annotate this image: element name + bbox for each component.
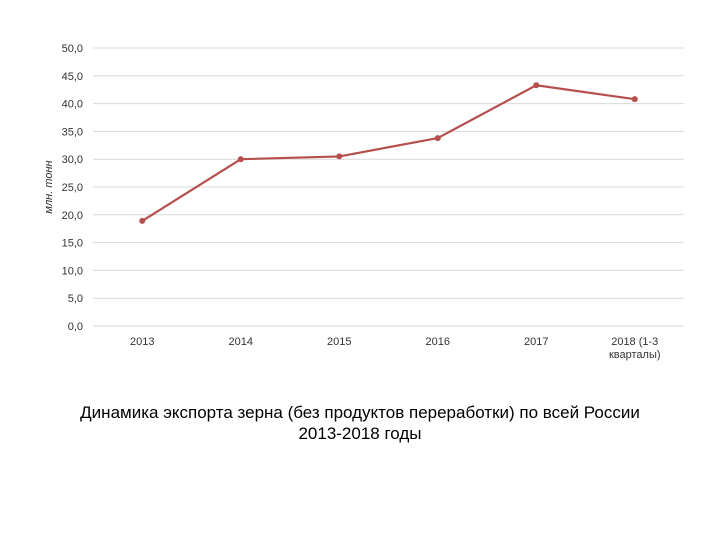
x-tick-label: 2018 (1-3 кварталы) bbox=[609, 336, 661, 361]
caption-line-1: Динамика экспорта зерна (без продуктов п… bbox=[80, 403, 640, 422]
x-axis-tick-labels: 2013 2014 2015 2016 2017 2018 (1-3 кварталы) bbox=[130, 336, 661, 361]
y-axis-tick-labels: 0,0 5,0 10,0 15,0 20,0 25,0 30,0 35,0 40,0 45,0 50… bbox=[62, 43, 83, 333]
y-tick-label: 40,0 bbox=[62, 99, 83, 111]
y-tick-label: 0,0 bbox=[68, 321, 83, 333]
line-chart: 0,0 5,0 10,0 15,0 20,0 25,0 30,0 35,0 40,0 45,0 50… bbox=[43, 43, 684, 361]
y-tick-label: 20,0 bbox=[62, 210, 83, 222]
x-tick-label: 2017 bbox=[524, 336, 548, 348]
data-point bbox=[533, 82, 540, 89]
series-line bbox=[139, 82, 638, 224]
gridlines bbox=[93, 47, 684, 327]
data-point bbox=[631, 96, 638, 103]
data-point bbox=[434, 135, 441, 142]
caption-line-2: 2013-2018 годы bbox=[298, 424, 422, 443]
y-tick-label: 10,0 bbox=[62, 265, 83, 277]
y-tick-label: 30,0 bbox=[62, 154, 83, 166]
data-point bbox=[139, 217, 146, 224]
x-tick-label: 2013 bbox=[130, 336, 154, 348]
x-tick-label: 2014 bbox=[229, 336, 253, 348]
series-line-path bbox=[141, 84, 635, 222]
data-point bbox=[237, 156, 244, 163]
y-tick-label: 45,0 bbox=[62, 71, 83, 83]
data-point bbox=[336, 153, 343, 160]
x-tick-label: 2016 bbox=[426, 336, 450, 348]
x-tick-label: 2015 bbox=[327, 336, 351, 348]
y-axis-label: млн. тонн bbox=[43, 160, 55, 213]
y-tick-label: 25,0 bbox=[62, 182, 83, 194]
y-tick-label: 5,0 bbox=[68, 293, 83, 305]
y-tick-label: 35,0 bbox=[62, 126, 83, 138]
y-tick-label: 50,0 bbox=[62, 43, 83, 55]
y-tick-label: 15,0 bbox=[62, 238, 83, 250]
chart-caption: Динамика экспорта зерна (без продуктов п… bbox=[0, 402, 720, 444]
